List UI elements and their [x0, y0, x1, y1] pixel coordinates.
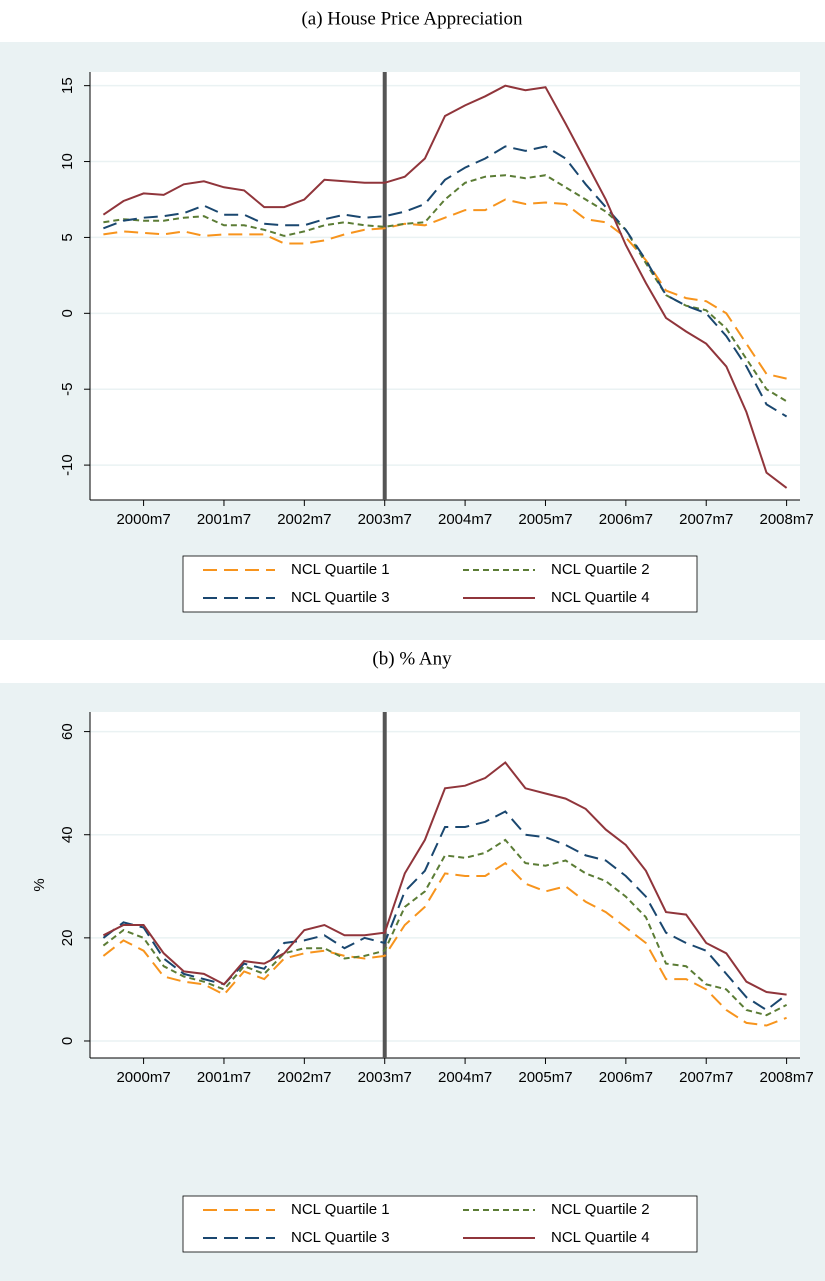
- y-tick-label: -10: [59, 454, 76, 476]
- panel-title: (b) % Any: [372, 648, 452, 669]
- y-tick-label: 10: [59, 153, 76, 170]
- legend-label: NCL Quartile 2: [551, 1201, 650, 1218]
- series-line: [103, 145, 788, 418]
- y-tick-label: 40: [59, 826, 76, 843]
- legend-label: NCL Quartile 3: [291, 589, 390, 606]
- x-tick-label: 2004m7: [438, 1069, 492, 1086]
- x-tick-label: 2000m7: [116, 511, 170, 528]
- x-tick-label: 2004m7: [438, 511, 492, 528]
- y-axis-label: %: [31, 878, 48, 891]
- legend-box: [182, 555, 698, 613]
- x-tick-label: 2000m7: [116, 1069, 170, 1086]
- x-tick-label: 2006m7: [599, 511, 653, 528]
- legend-label: NCL Quartile 4: [551, 1229, 650, 1246]
- x-tick-label: 2008m7: [759, 1069, 813, 1086]
- x-tick-label: 2001m7: [197, 1069, 251, 1086]
- y-tick-label: 5: [59, 233, 76, 241]
- plot-area: [90, 72, 800, 500]
- legend-label: NCL Quartile 1: [291, 561, 390, 578]
- x-tick-label: 2007m7: [679, 1069, 733, 1086]
- x-tick-label: 2002m7: [277, 511, 331, 528]
- y-tick-label: 15: [59, 77, 76, 94]
- x-tick-label: 2007m7: [679, 511, 733, 528]
- x-tick-label: 2006m7: [599, 1069, 653, 1086]
- y-tick-label: 0: [59, 309, 76, 317]
- legend-label: NCL Quartile 2: [551, 561, 650, 578]
- legend-label: NCL Quartile 1: [291, 1201, 390, 1218]
- series-line: [102, 84, 788, 489]
- x-tick-label: 2003m7: [358, 511, 412, 528]
- series-line: [103, 174, 788, 403]
- x-tick-label: 2005m7: [518, 1069, 572, 1086]
- legend-box: [182, 1195, 698, 1253]
- series-line: [102, 838, 788, 1017]
- x-tick-label: 2005m7: [518, 511, 572, 528]
- legend-label: NCL Quartile 4: [551, 589, 650, 606]
- y-tick-label: 20: [59, 930, 76, 947]
- y-tick-label: 60: [59, 723, 76, 740]
- x-tick-label: 2001m7: [197, 511, 251, 528]
- x-tick-label: 2008m7: [759, 511, 813, 528]
- legend-label: NCL Quartile 3: [291, 1229, 390, 1246]
- y-tick-label: 0: [59, 1037, 76, 1045]
- series-line: [102, 761, 787, 996]
- y-tick-label: -5: [59, 383, 76, 396]
- series-line: [102, 861, 787, 1027]
- series-line: [102, 810, 788, 1012]
- plot-area: [90, 712, 800, 1058]
- series-line: [103, 198, 787, 380]
- x-tick-label: 2003m7: [358, 1069, 412, 1086]
- panel-title: (a) House Price Appreciation: [301, 8, 523, 29]
- x-tick-label: 2002m7: [277, 1069, 331, 1086]
